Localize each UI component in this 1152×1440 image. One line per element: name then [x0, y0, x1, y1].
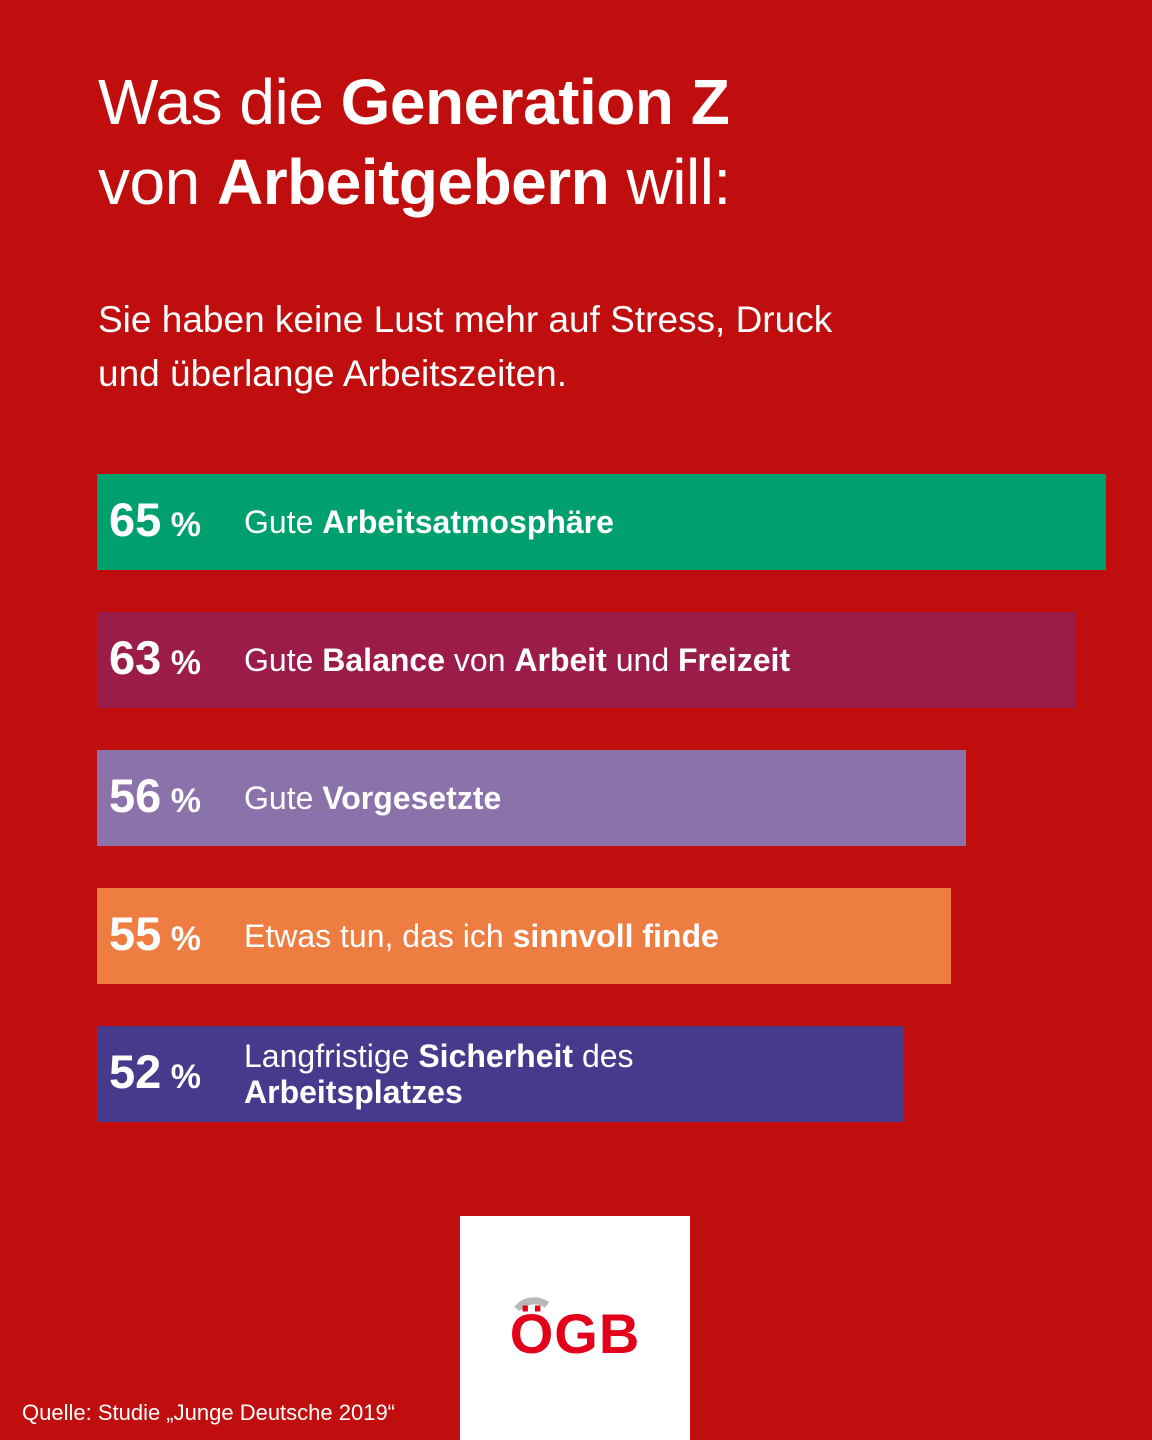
- bar-category-label: Langfristige Sicherheit des Arbeitsplatze…: [244, 1038, 634, 1110]
- source-note: Quelle: Studie „Junge Deutsche 2019“: [22, 1400, 396, 1425]
- logo-arc-mark: [514, 1297, 550, 1312]
- title-line-2: von Arbeitgebern will:: [98, 146, 731, 218]
- bar-value-label: 65 %: [109, 492, 201, 546]
- bar: 55 % Etwas tun, das ich sinnvoll finde: [97, 888, 951, 984]
- bar-category-label: Etwas tun, das ich sinnvoll finde: [244, 918, 719, 954]
- logo-text: ÖGB: [510, 1302, 641, 1363]
- logo-panel: ÖGB: [460, 1216, 690, 1440]
- bar-category-label: Gute Balance von Arbeit und Freizeit: [244, 642, 791, 678]
- bar: 63 % Gute Balance von Arbeit und Freizeit: [97, 612, 1075, 708]
- bar: 56 % Gute Vorgesetzte: [97, 750, 966, 846]
- chart-subtitle: Sie haben keine Lust mehr auf Stress, Dr…: [98, 299, 833, 394]
- bar-value-label: 52 %: [109, 1044, 201, 1098]
- oegb-logo: ÖGB: [510, 1297, 641, 1363]
- title-line-1: Was die Generation Z: [98, 66, 730, 138]
- bar-value-label: 56 %: [109, 768, 201, 822]
- bar-category-label: Gute Vorgesetzte: [244, 780, 502, 816]
- chart-title: Was die Generation Z von Arbeitgebern wi…: [98, 62, 731, 222]
- bar-value-label: 55 %: [109, 906, 201, 960]
- bar: 52 % Langfristige Sicherheit des Arbeitspl…: [97, 1026, 904, 1122]
- bar-category-label: Gute Arbeitsatmosphäre: [244, 504, 614, 540]
- bar-value-label: 63 %: [109, 630, 201, 684]
- bar: 65 % Gute Arbeitsatmosphäre: [97, 474, 1106, 570]
